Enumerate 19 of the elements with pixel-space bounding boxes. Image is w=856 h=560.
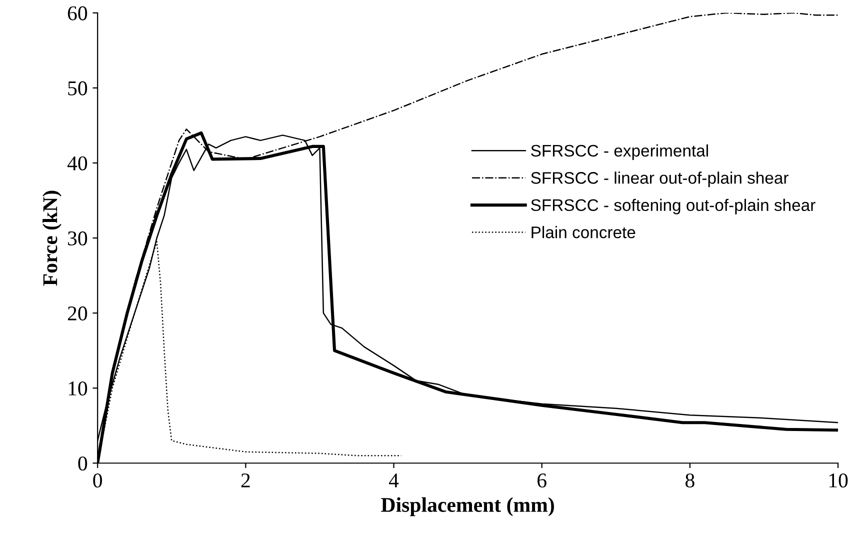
x-tick-label: 6 <box>538 474 546 488</box>
legend-label: SFRSCC - softening out-of-plain shear <box>531 198 816 214</box>
y-tick-label: 30 <box>68 231 88 246</box>
legend-label: Plain concrete <box>532 226 636 238</box>
legend-label: SFRSCC - experimental <box>531 144 708 160</box>
x-tick-label: 8 <box>686 473 694 488</box>
x-axis-title: Displacement (mm) <box>381 497 554 516</box>
y-tick-label: 20 <box>68 306 88 320</box>
x-tick-label: 10 <box>829 473 848 488</box>
y-tick-label: 60 <box>68 6 88 20</box>
y-tick-label: 0 <box>78 456 88 471</box>
x-tick-label: 4 <box>388 474 399 488</box>
x-tick-label: 0 <box>93 473 102 488</box>
y-tick-label: 40 <box>67 156 88 170</box>
x-tick-label: 2 <box>241 474 250 488</box>
legend-label: SFRSCC - linear out-of-plain shear <box>531 172 788 188</box>
y-axis-title: Force (kN) <box>42 190 62 286</box>
y-tick-label: 10 <box>68 381 88 396</box>
y-tick-label: 50 <box>68 81 88 96</box>
